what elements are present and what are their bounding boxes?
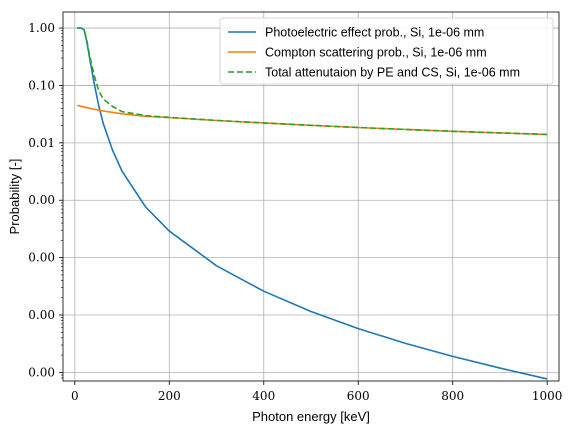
legend-label-0: Photoelectric effect prob., Si, 1e-06 mm <box>265 26 484 40</box>
y-tick-label: 1.00 <box>28 21 55 35</box>
legend-label-2: Total attenutaion by PE and CS, Si, 1e-0… <box>265 66 520 80</box>
y-axis-label: Probability [-] <box>7 159 22 235</box>
x-tick-label: 200 <box>158 389 181 403</box>
x-tick-label: 600 <box>347 389 370 403</box>
x-tick-label: 800 <box>441 389 464 403</box>
series-line-2 <box>77 27 548 136</box>
x-axis-ticks: 0 200 400 600 800 1000 <box>71 381 562 403</box>
y-axis-ticks: 1.00 0.10 0.01 0.00 0.00 0.00 0.00 <box>28 21 63 379</box>
y-tick-label: 0.10 <box>28 78 55 92</box>
y-tick-label: 0.00 <box>28 251 55 265</box>
x-tick-label: 0 <box>71 389 79 403</box>
x-tick-label: 400 <box>252 389 275 403</box>
legend: Photoelectric effect prob., Si, 1e-06 mm… <box>219 17 554 85</box>
series-line-1 <box>76 104 548 136</box>
legend-box <box>219 17 554 85</box>
series-lines <box>76 27 548 380</box>
x-axis-label: Photon energy [keV] <box>252 409 370 424</box>
y-tick-label: 0.00 <box>28 308 55 322</box>
y-tick-label: 0.00 <box>28 365 55 379</box>
y-tick-label: 0.00 <box>28 193 55 207</box>
legend-label-1: Compton scattering prob., Si, 1e-06 mm <box>265 46 487 60</box>
y-tick-label: 0.01 <box>28 136 55 150</box>
x-tick-label: 1000 <box>532 389 563 403</box>
plot-frame <box>62 11 560 382</box>
